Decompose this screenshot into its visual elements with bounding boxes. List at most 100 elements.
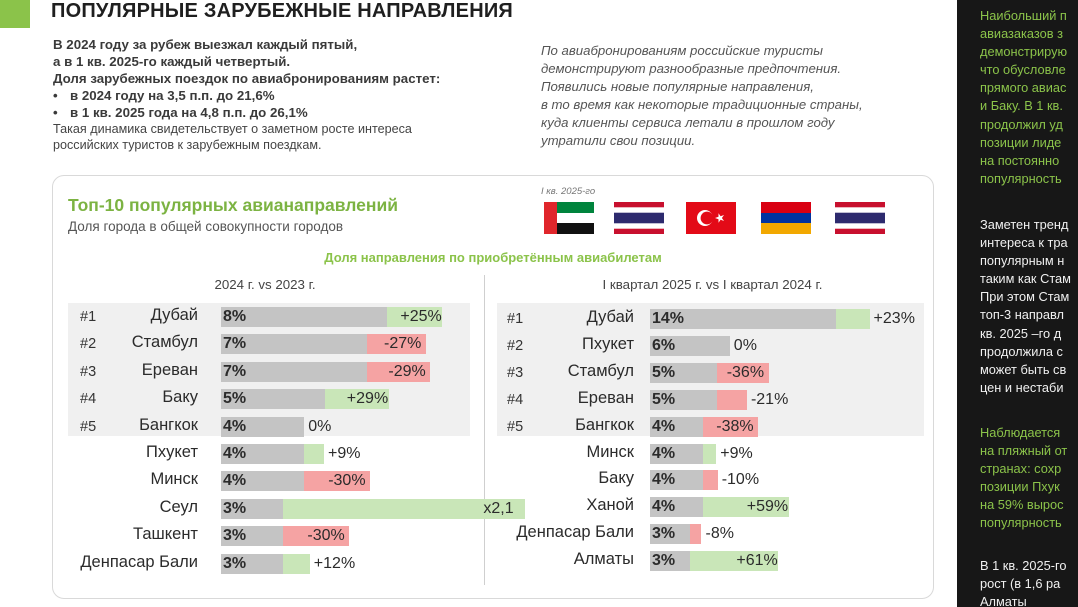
- panel-title-2024: 2024 г. vs 2023 г.: [214, 277, 316, 292]
- change-bar-negative: [366, 361, 431, 382]
- sidebar-line: топ-3 направл: [980, 307, 1065, 323]
- intro-plain: российских туристов к зарубежным поездка…: [53, 138, 322, 152]
- page-title: ПОПУЛЯРНЫЕ ЗАРУБЕЖНЫЕ НАПРАВЛЕНИЯ: [51, 0, 513, 22]
- share-bar: [221, 334, 367, 355]
- share-value-label: 5%: [652, 363, 676, 381]
- change-value-label: -38%: [716, 417, 754, 435]
- change-value-label: -36%: [726, 363, 765, 381]
- category-label: Сеул: [159, 497, 198, 516]
- share-bar: [650, 309, 837, 329]
- change-value-label: x2,1: [483, 499, 514, 517]
- change-value-label: 0%: [308, 417, 332, 435]
- rank-label: #1: [80, 309, 97, 325]
- share-value-label: 4%: [652, 471, 676, 489]
- sidebar-line: что обусловле: [980, 62, 1066, 78]
- rank-label: #5: [80, 418, 97, 435]
- sidebar-line: таким как Стам: [980, 271, 1071, 287]
- rank-label: #4: [507, 391, 524, 408]
- thailand-flag: [835, 202, 885, 234]
- sidebar-line: Заметен тренд: [980, 217, 1069, 232]
- category-label: Баку: [598, 469, 634, 488]
- sidebar-line: прямого авиас: [980, 80, 1067, 96]
- quote-line: демонстрируют разнообразные предпочтения…: [541, 61, 842, 76]
- quote-line: в то время как некоторые традиционные ст…: [541, 97, 863, 112]
- change-value-label: -30%: [307, 527, 345, 545]
- intro-bullets: в 2024 году на 3,5 п.п. до 21,6% в 1 кв.…: [53, 87, 493, 121]
- category-label: Бангкок: [139, 415, 198, 434]
- quote-line: утратили свои позиции.: [541, 133, 696, 148]
- share-value-label: 4%: [223, 445, 247, 462]
- quote-line: куда клиенты сервиса летали в прошлом го…: [541, 115, 835, 130]
- quote-line: Появились новые популярные направления,: [541, 79, 814, 94]
- sidebar-line: рост (в 1,6 ра: [980, 576, 1061, 592]
- sidebar-line: и Баку. В 1 кв.: [980, 98, 1063, 114]
- change-bar-negative: [716, 362, 769, 383]
- share-value-label: 3%: [223, 527, 247, 545]
- category-label: Баку: [162, 388, 198, 407]
- intro-bullet: в 1 кв. 2025 года на 4,8 п.п. до 26,1%: [53, 104, 493, 121]
- change-value-label: +9%: [720, 444, 753, 462]
- rank-label: #5: [507, 418, 524, 435]
- share-bar: [650, 524, 690, 545]
- chart-subtitle: Доля города в общей совокупности городов: [68, 219, 344, 234]
- intro-bullet: в 2024 году на 3,5 п.п. до 21,6%: [53, 87, 493, 104]
- change-value-label: -21%: [750, 390, 789, 408]
- share-bar: [221, 553, 284, 574]
- change-bar-positive: [304, 444, 324, 464]
- change-bar-positive: [703, 497, 789, 518]
- rank-label: #2: [80, 336, 97, 353]
- sidebar-line: авиазаказов з: [980, 26, 1063, 42]
- sidebar-line: продолжила с: [980, 343, 1063, 359]
- change-value-label: +12%: [313, 554, 356, 572]
- sidebar-line: При этом Стам: [980, 289, 1070, 305]
- category-label: Минск: [150, 470, 198, 489]
- sidebar-paragraph: Заметен тренд интереса к тра популярным н т…: [980, 216, 1078, 397]
- share-bar: [221, 361, 367, 382]
- share-value-label: 7%: [223, 335, 247, 353]
- intro-plain: Такая динамика свидетельствует о заметно…: [53, 122, 412, 136]
- rank-label: #4: [80, 391, 97, 408]
- change-bar-positive: [325, 389, 389, 410]
- change-bar-positive: [689, 551, 779, 572]
- category-label: Пхукет: [582, 334, 634, 353]
- rank-label: #3: [80, 363, 97, 380]
- share-value-label: 3%: [223, 499, 247, 517]
- quote-line: По авиабронированиям российские туристы: [541, 43, 823, 58]
- share-bar: [221, 471, 305, 492]
- change-value-label: +59%: [746, 498, 789, 516]
- accent-square: [0, 0, 30, 28]
- change-value-label: -29%: [388, 362, 426, 380]
- share-value-label: 3%: [223, 554, 247, 572]
- change-value-label: 0%: [733, 336, 757, 354]
- share-bar: [650, 443, 704, 464]
- panel-divider: [484, 275, 485, 585]
- sidebar-paragraph: Наблюдается на пляжный от странах: сохр поз…: [980, 424, 1078, 533]
- intro-line: В 2024 году за рубеж выезжал каждый пяты…: [53, 37, 358, 52]
- share-value-label: 7%: [223, 362, 247, 380]
- change-value-label: -30%: [328, 472, 366, 490]
- change-bar-negative: [703, 416, 759, 437]
- share-value-label: 4%: [223, 472, 247, 490]
- share-value-label: 4%: [223, 417, 247, 435]
- change-value-label: -10%: [721, 471, 760, 489]
- share-bar: [221, 307, 388, 327]
- sidebar-line: странах: сохр: [980, 461, 1062, 477]
- share-bar: [650, 470, 704, 491]
- rank-label: #1: [507, 311, 524, 327]
- change-bar-positive: [836, 309, 870, 329]
- share-bar: [650, 362, 717, 383]
- category-label: Пхукет: [146, 443, 198, 461]
- sidebar-line: демонстрирую: [980, 44, 1068, 60]
- sidebar-paragraph: В 1 кв. 2025-го рост (в 1,6 ра Алматы: [980, 557, 1078, 607]
- share-value-label: 3%: [652, 552, 676, 570]
- sidebar-line: на пляжный от: [980, 443, 1068, 459]
- change-bar-positive: [387, 307, 443, 327]
- share-value-label: 14%: [652, 310, 685, 327]
- sidebar-line: В 1 кв. 2025-го: [980, 558, 1067, 573]
- turkey-flag: [686, 202, 736, 234]
- change-value-label: +29%: [346, 390, 389, 408]
- sidebar-paragraph: Наибольший п авиазаказов з демонстрирую что…: [980, 7, 1078, 188]
- share-bar: [221, 444, 305, 464]
- share-value-label: 4%: [652, 417, 676, 435]
- category-label: Минск: [586, 442, 634, 461]
